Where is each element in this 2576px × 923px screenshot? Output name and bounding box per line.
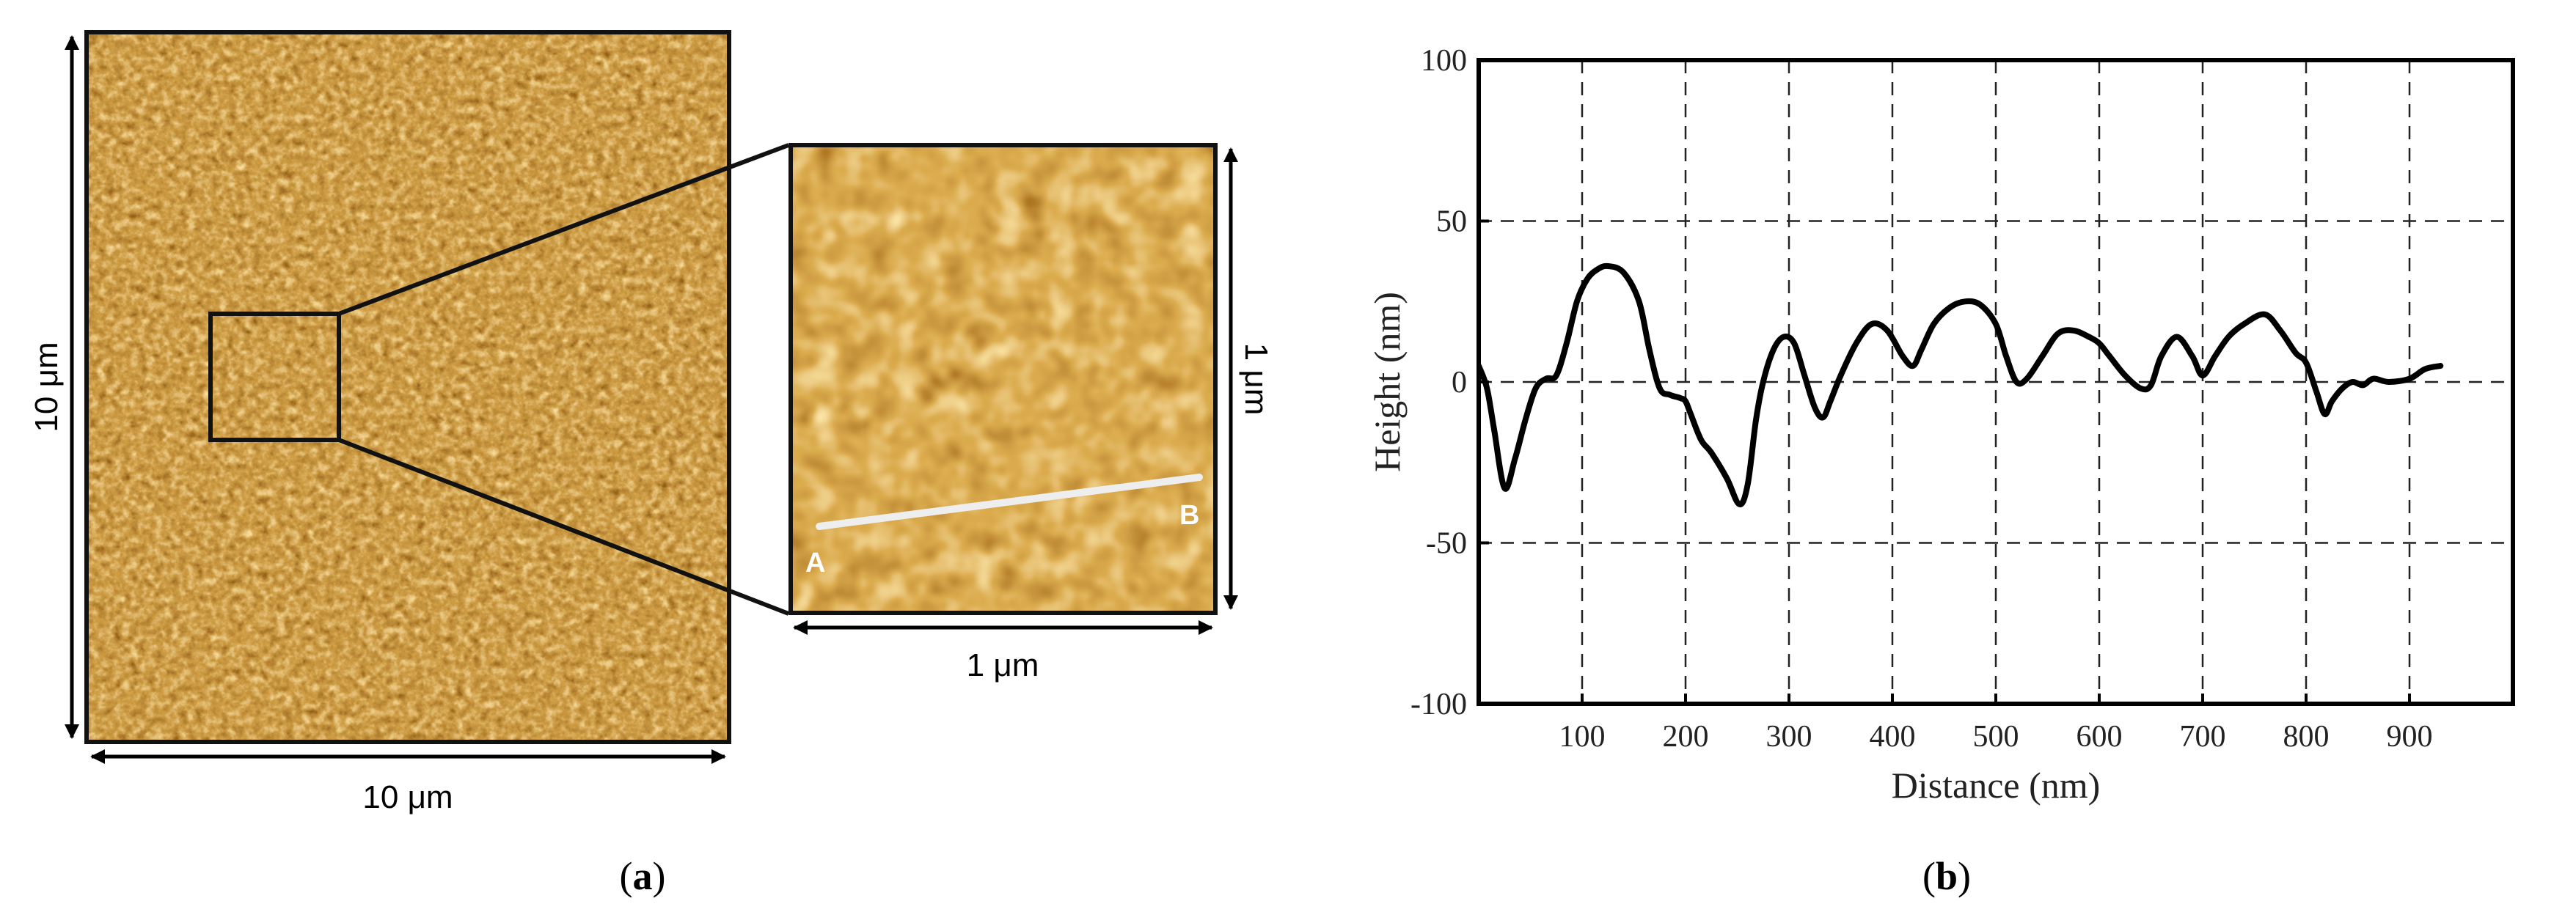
x-tick-label: 500 bbox=[1973, 720, 2019, 754]
line-layer bbox=[1479, 262, 2444, 507]
large-height-label: 10 μm bbox=[29, 342, 65, 432]
y-axis-title: Height (nm) bbox=[1366, 292, 1408, 472]
zoom-height-label: 1 μm bbox=[1238, 343, 1274, 416]
grid-layer bbox=[1479, 60, 2513, 704]
y-tick-label: -100 bbox=[1410, 688, 1467, 721]
afm-scan-zoom bbox=[791, 145, 1215, 613]
panel-a: A B 10 μm 10 μm 1 μm 1 μm (a) bbox=[29, 30, 1274, 898]
large-width-label: 10 μm bbox=[362, 779, 453, 815]
zoom-connector-bottom bbox=[337, 438, 790, 616]
x-tick-label: 600 bbox=[2076, 720, 2123, 754]
profile-line-ab bbox=[816, 474, 1203, 530]
x-tick-label: 400 bbox=[1870, 720, 1916, 754]
panel-a-caption: (a) bbox=[620, 854, 666, 898]
zoom-region-box bbox=[208, 312, 341, 442]
panel-b-chart: 100 200 300 400 500 600 700 800 900100500-50-100… bbox=[1366, 44, 2515, 898]
y-tick-label: -50 bbox=[1426, 527, 1467, 561]
x-tick-label: 900 bbox=[2387, 720, 2433, 754]
point-a-label: A bbox=[805, 548, 825, 578]
x-tick-label: 100 bbox=[1559, 720, 1606, 754]
zoom-connector-top bbox=[337, 143, 790, 316]
afm-scan-large bbox=[87, 32, 729, 742]
x-tick-label: 300 bbox=[1766, 720, 1812, 754]
y-tick-label: 0 bbox=[1452, 366, 1467, 400]
x-tick-label: 700 bbox=[2180, 720, 2226, 754]
panel-b-letter: b bbox=[1936, 854, 1958, 898]
y-tick-label: 50 bbox=[1436, 205, 1467, 239]
height-profile-line bbox=[1479, 262, 2444, 507]
x-tick-label: 200 bbox=[1663, 720, 1709, 754]
x-tick-label: 800 bbox=[2283, 720, 2330, 754]
panel-a-letter: a bbox=[633, 854, 653, 898]
afm-scan-zoom-frame bbox=[788, 143, 1218, 615]
x-axis-title: Distance (nm) bbox=[1892, 765, 2101, 806]
y-tick-label: 100 bbox=[1421, 44, 1467, 78]
zoom-width-label: 1 μm bbox=[967, 647, 1039, 683]
afm-scan-large-frame bbox=[84, 30, 731, 744]
point-b-label: B bbox=[1179, 500, 1199, 531]
panel-b-caption: (b) bbox=[1922, 854, 1971, 898]
